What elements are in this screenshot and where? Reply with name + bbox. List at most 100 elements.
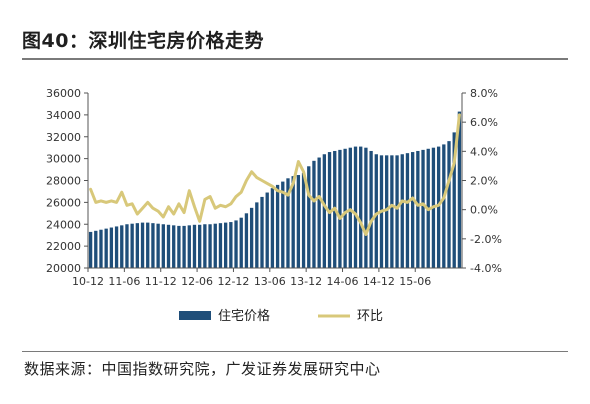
source-divider — [22, 351, 568, 352]
price-bar — [161, 224, 165, 268]
x-axis-tick-label: 11-12 — [145, 275, 177, 288]
price-bar — [125, 224, 129, 268]
price-bar — [322, 154, 327, 268]
price-bar — [286, 178, 290, 268]
left-axis-tick-label: 24000 — [46, 218, 81, 231]
price-bar — [172, 225, 176, 268]
price-bar — [94, 230, 98, 268]
price-bar — [457, 111, 462, 268]
price-bar — [239, 217, 243, 268]
price-bar — [421, 149, 425, 269]
price-bar — [104, 228, 108, 269]
price-bar — [151, 223, 155, 268]
price-bar — [312, 160, 316, 268]
price-bar — [281, 181, 285, 268]
price-bar — [99, 229, 103, 268]
right-axis-tick-label: 2.0% — [470, 175, 498, 188]
x-axis-tick-label: 14-06 — [327, 275, 359, 288]
price-bar — [166, 224, 171, 268]
price-bar — [234, 220, 238, 268]
price-bar — [343, 148, 347, 268]
left-axis-tick-label: 32000 — [46, 131, 81, 144]
right-axis-tick-label: -4.0% — [470, 262, 502, 275]
right-axis-tick-label: 8.0% — [470, 87, 498, 100]
left-axis-tick-label: 26000 — [46, 196, 81, 209]
price-bar — [182, 225, 186, 268]
data-source-note: 数据来源：中国指数研究院，广发证券发展研究中心 — [24, 360, 381, 378]
x-axis-tick-label: 15-06 — [399, 275, 431, 288]
x-axis-tick-label: 13-12 — [290, 275, 322, 288]
price-bar — [146, 222, 150, 268]
price-bar — [249, 207, 254, 268]
price-bar — [192, 224, 197, 268]
x-axis-tick-label: 11-06 — [108, 275, 140, 288]
chart-title: 图40：深圳住宅房价格走势 — [22, 30, 264, 52]
price-bar — [338, 149, 342, 269]
left-axis-tick-label: 36000 — [46, 87, 81, 100]
price-bar — [109, 227, 114, 268]
price-bar — [416, 150, 420, 268]
price-bar — [130, 223, 134, 268]
left-axis-tick-label: 22000 — [46, 240, 81, 253]
price-bar — [88, 231, 93, 268]
price-bar — [395, 155, 399, 268]
price-bar — [301, 172, 306, 268]
price-bar — [260, 196, 264, 268]
chart-axes: 20000 22000 24000 26000 28000 30000 32000 34000… — [46, 87, 502, 288]
legend-bar-swatch — [179, 311, 211, 320]
price-bar — [410, 152, 415, 268]
price-bar — [353, 146, 358, 268]
price-bar — [436, 146, 441, 268]
price-bar — [244, 213, 249, 268]
line-series — [89, 113, 461, 236]
price-bar — [364, 147, 368, 268]
left-axis-tick-label: 30000 — [46, 153, 81, 166]
price-bar — [218, 223, 223, 268]
price-bar — [198, 224, 202, 268]
price-bar — [307, 166, 311, 268]
price-bar — [135, 223, 140, 268]
price-bar — [187, 225, 191, 268]
price-bar — [229, 222, 233, 268]
price-bar — [265, 192, 269, 268]
title-divider — [22, 58, 568, 60]
price-bar — [296, 175, 301, 268]
price-bar — [203, 224, 207, 268]
price-bar — [369, 150, 373, 268]
price-bar — [348, 147, 352, 268]
price-bar — [291, 176, 295, 269]
price-bar — [177, 225, 181, 268]
price-bar — [213, 223, 217, 268]
x-axis-tick-label: 14-12 — [363, 275, 395, 288]
mom-change-line — [89, 113, 461, 236]
price-bar — [208, 224, 212, 268]
price-bar — [156, 223, 160, 268]
price-bar — [374, 154, 378, 268]
x-axis-tick-label: 10-12 — [72, 275, 104, 288]
price-bar — [452, 132, 456, 269]
right-axis-tick-label: -2.0% — [470, 233, 502, 246]
price-bar — [390, 155, 394, 268]
price-bar — [405, 153, 410, 268]
x-axis-tick-label: 12-06 — [181, 275, 213, 288]
price-bar — [400, 154, 404, 268]
legend-label-mom: 环比 — [357, 309, 383, 324]
left-axis-tick-label: 28000 — [46, 175, 81, 188]
price-bar — [317, 157, 321, 268]
price-bar — [255, 202, 259, 269]
price-bar — [114, 226, 119, 268]
chart-legend: 住宅价格 环比 — [179, 308, 383, 324]
price-bar — [385, 155, 389, 268]
left-axis-tick-label: 34000 — [46, 109, 81, 122]
right-axis-tick-label: 4.0% — [470, 145, 498, 158]
x-axis-tick-label: 13-06 — [254, 275, 286, 288]
price-bar — [120, 225, 124, 268]
right-axis-tick-label: 0.0% — [470, 204, 498, 217]
price-bar — [223, 222, 228, 268]
price-bar — [447, 141, 451, 269]
right-axis-tick-label: 6.0% — [470, 116, 498, 129]
price-bar — [359, 146, 363, 268]
price-bar — [270, 188, 275, 268]
x-axis-tick-label: 12-12 — [217, 275, 249, 288]
